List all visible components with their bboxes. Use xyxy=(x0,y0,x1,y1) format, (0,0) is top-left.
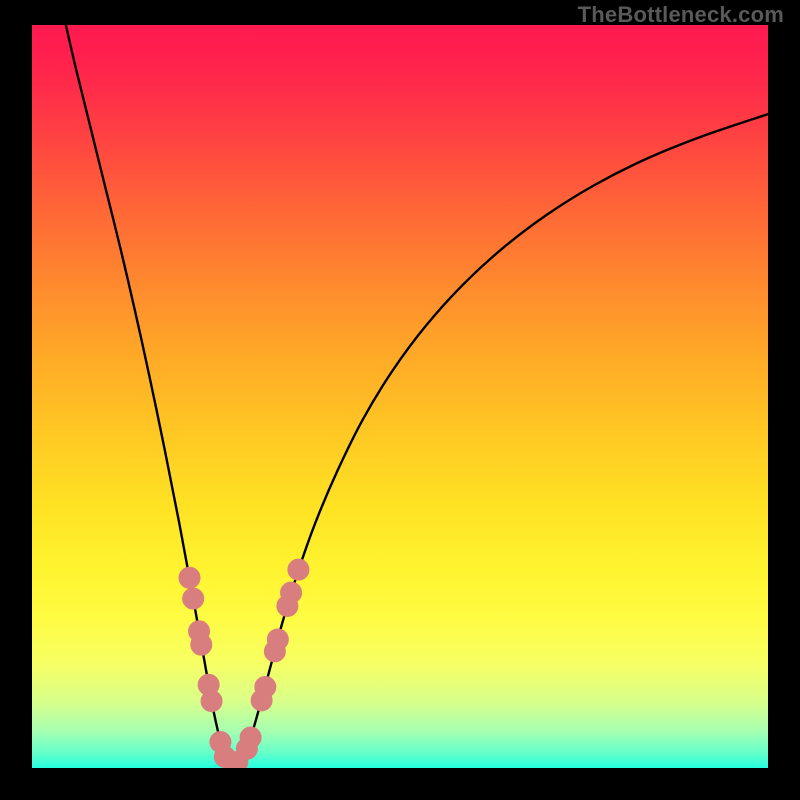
data-marker xyxy=(255,677,276,698)
data-marker xyxy=(281,582,302,603)
plot-svg xyxy=(32,25,768,768)
data-marker xyxy=(267,629,288,650)
watermark-text: TheBottleneck.com xyxy=(578,2,784,28)
data-marker xyxy=(288,559,309,580)
data-marker xyxy=(191,634,212,655)
data-marker xyxy=(240,727,261,748)
data-marker xyxy=(201,691,222,712)
data-marker xyxy=(179,567,200,588)
plot-area xyxy=(32,25,768,768)
gradient-fill xyxy=(32,25,768,768)
chart-container: TheBottleneck.com xyxy=(0,0,800,800)
data-marker xyxy=(183,588,204,609)
